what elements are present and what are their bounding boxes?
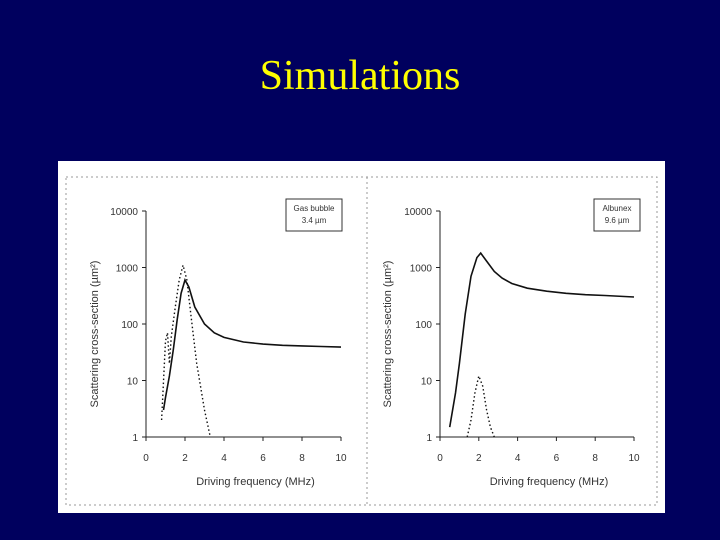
x-tick-label: 4 bbox=[221, 453, 227, 464]
x-tick-label: 10 bbox=[628, 453, 640, 464]
y-axis-label: Scattering cross-section (µm²) bbox=[382, 261, 394, 408]
x-tick-label: 0 bbox=[143, 453, 149, 464]
y-tick-label: 1 bbox=[426, 433, 432, 444]
dotted-series-line bbox=[466, 373, 495, 438]
x-tick-label: 4 bbox=[515, 453, 521, 464]
x-tick-label: 10 bbox=[335, 453, 347, 464]
y-tick-label: 1 bbox=[132, 433, 138, 444]
x-axis-label: Driving frequency (MHz) bbox=[490, 476, 609, 488]
y-axis-label: Scattering cross-section (µm²) bbox=[89, 261, 101, 408]
y-tick-label: 10 bbox=[127, 377, 139, 388]
chart-2: 1 10 100 1000 10000 0 2 4 6 8 10 Driving frequency … bbox=[382, 198, 641, 488]
x-axis-label: Driving frequency (MHz) bbox=[196, 476, 315, 488]
x-tick-label: 8 bbox=[592, 453, 598, 464]
figure-border bbox=[65, 176, 658, 506]
slide-title: Simulations bbox=[259, 53, 461, 99]
y-tick-label: 100 bbox=[121, 320, 138, 331]
legend-box bbox=[285, 198, 343, 232]
x-tick-label: 2 bbox=[476, 453, 482, 464]
x-tick-label: 8 bbox=[299, 453, 305, 464]
legend-box bbox=[593, 198, 641, 232]
x-tick-label: 6 bbox=[260, 453, 266, 464]
solid-series-line bbox=[162, 277, 342, 411]
legend-entry: 3.4 µm bbox=[302, 216, 327, 225]
figure-panel: 1 10 100 1000 10000 0 2 4 6 8 10 Driving frequency … bbox=[58, 161, 665, 513]
x-tick-label: 2 bbox=[182, 453, 188, 464]
y-tick-label: 100 bbox=[415, 320, 432, 331]
legend-entry: Albunex bbox=[603, 204, 632, 213]
y-tick-label: 10000 bbox=[404, 207, 432, 218]
y-tick-label: 1000 bbox=[410, 264, 433, 275]
y-tick-label: 10 bbox=[421, 377, 433, 388]
y-tick-label: 1000 bbox=[116, 264, 139, 275]
x-tick-label: 6 bbox=[554, 453, 560, 464]
y-tick-label: 10000 bbox=[110, 207, 138, 218]
legend-entry: 9.6 µm bbox=[605, 216, 630, 225]
legend-entry: Gas bubble bbox=[294, 204, 335, 213]
x-tick-label: 0 bbox=[437, 453, 443, 464]
chart-1: 1 10 100 1000 10000 0 2 4 6 8 10 Driving frequency … bbox=[89, 198, 347, 488]
dotted-series-line bbox=[160, 262, 211, 438]
solid-series-line bbox=[448, 251, 635, 428]
